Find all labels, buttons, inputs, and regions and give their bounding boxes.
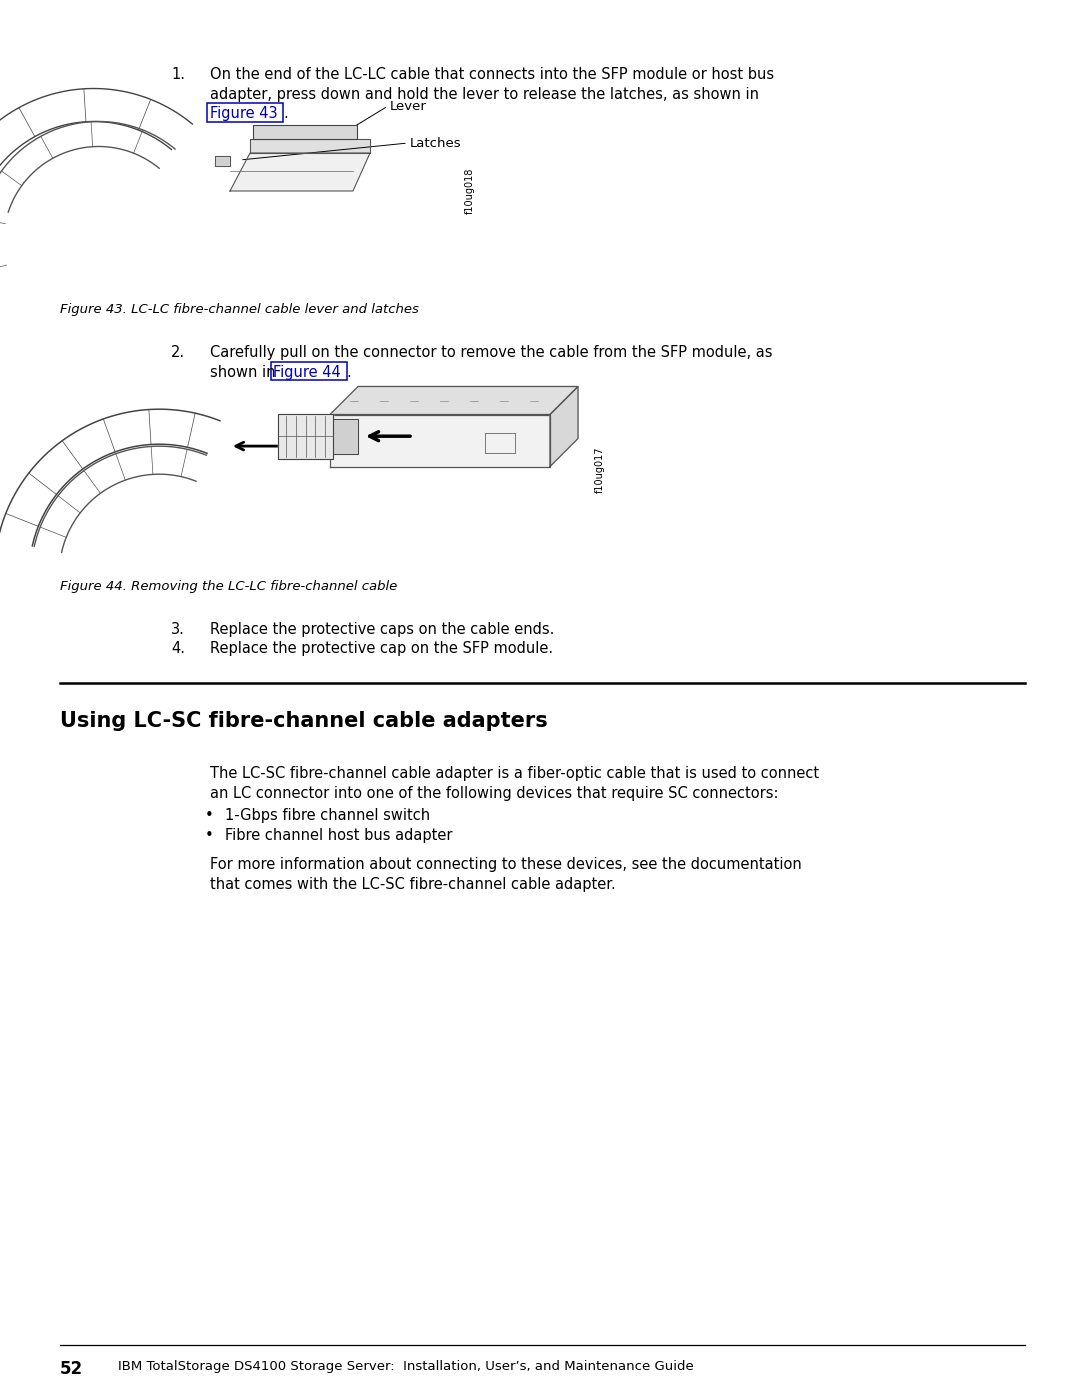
Text: On the end of the LC-LC cable that connects into the SFP module or host bus: On the end of the LC-LC cable that conne… (210, 67, 774, 82)
Text: .: . (283, 106, 287, 122)
Polygon shape (550, 387, 578, 467)
Text: f10ug017: f10ug017 (595, 446, 605, 493)
Polygon shape (230, 154, 370, 191)
Text: Replace the protective caps on the cable ends.: Replace the protective caps on the cable… (210, 622, 554, 637)
Polygon shape (330, 387, 578, 415)
Text: Lever: Lever (390, 99, 427, 113)
Text: shown in: shown in (210, 365, 280, 380)
Text: 52: 52 (60, 1361, 83, 1377)
Polygon shape (333, 419, 357, 454)
Text: 3.: 3. (171, 622, 185, 637)
Text: Fibre channel host bus adapter: Fibre channel host bus adapter (225, 827, 453, 842)
Text: 1-Gbps fibre channel switch: 1-Gbps fibre channel switch (225, 807, 430, 823)
Text: 1.: 1. (171, 67, 185, 82)
Text: Latches: Latches (410, 137, 461, 149)
Text: 4.: 4. (171, 641, 185, 657)
Text: f10ug018: f10ug018 (465, 168, 475, 214)
Text: •: • (205, 827, 214, 842)
Text: Figure 43: Figure 43 (210, 106, 278, 122)
Text: Carefully pull on the connector to remove the cable from the SFP module, as: Carefully pull on the connector to remov… (210, 345, 772, 360)
Text: IBM TotalStorage DS4100 Storage Server:  Installation, User’s, and Maintenance G: IBM TotalStorage DS4100 Storage Server: … (118, 1361, 693, 1373)
Polygon shape (278, 414, 333, 458)
Text: adapter, press down and hold the lever to release the latches, as shown in: adapter, press down and hold the lever t… (210, 87, 759, 102)
Polygon shape (215, 156, 230, 166)
Text: For more information about connecting to these devices, see the documentation: For more information about connecting to… (210, 856, 801, 872)
Text: Replace the protective cap on the SFP module.: Replace the protective cap on the SFP mo… (210, 641, 553, 657)
Text: an LC connector into one of the following devices that require SC connectors:: an LC connector into one of the followin… (210, 785, 779, 800)
Text: Figure 43. LC-LC fibre-channel cable lever and latches: Figure 43. LC-LC fibre-channel cable lev… (60, 303, 419, 316)
Text: Figure 44. Removing the LC-LC fibre-channel cable: Figure 44. Removing the LC-LC fibre-chan… (60, 580, 397, 592)
Polygon shape (253, 124, 357, 138)
Text: that comes with the LC-SC fibre-channel cable adapter.: that comes with the LC-SC fibre-channel … (210, 876, 616, 891)
Text: Using LC-SC fibre-channel cable adapters: Using LC-SC fibre-channel cable adapters (60, 711, 548, 731)
Text: •: • (205, 807, 214, 823)
Text: 2.: 2. (171, 345, 185, 360)
Text: Figure 44: Figure 44 (273, 365, 341, 380)
Polygon shape (330, 415, 550, 467)
Text: The LC-SC fibre-channel cable adapter is a fiber-optic cable that is used to con: The LC-SC fibre-channel cable adapter is… (210, 766, 819, 781)
Text: .: . (346, 365, 351, 380)
Polygon shape (249, 138, 370, 154)
